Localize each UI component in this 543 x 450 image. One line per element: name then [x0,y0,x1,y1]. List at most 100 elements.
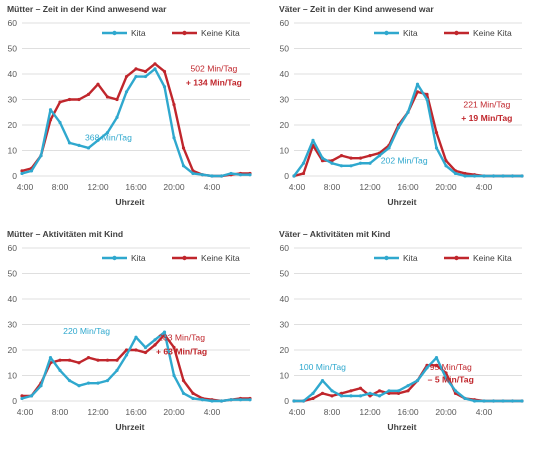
annotation-label: 502 Min/Tag [190,63,237,73]
data-point-keine-kita [368,154,372,158]
data-point-kita [396,125,401,130]
data-point-kita [20,396,24,401]
data-point-kita [191,396,195,401]
data-point-kita [86,381,91,385]
data-point-kita [482,399,486,403]
data-point-keine-kita [415,90,420,94]
data-point-keine-kita [77,97,81,102]
data-point-kita [453,389,458,393]
data-point-kita [29,169,34,173]
x-tick-label: 12:00 [87,182,109,192]
y-tick-label: 10 [8,371,18,381]
annotation-label: 221 Min/Tag [463,100,510,110]
data-point-keine-kita [20,394,24,398]
data-point-kita [311,138,315,142]
legend-marker-keine-kita [182,30,187,36]
data-point-keine-kita [301,171,306,176]
series-line-keine-kita [22,333,250,403]
legend-marker-keine-kita [182,255,187,261]
y-tick-label: 0 [284,396,289,406]
data-point-kita [20,171,24,176]
data-point-kita [58,368,62,372]
data-point-keine-kita [105,358,110,362]
data-point-kita [482,174,486,178]
legend-label-kita: Kita [403,253,418,263]
data-point-kita [491,174,496,178]
legend-marker-keine-kita [454,30,459,36]
y-tick-label: 10 [8,146,18,156]
data-point-kita [248,173,252,177]
data-point-kita [434,356,439,360]
data-point-kita [143,345,148,350]
y-tick-label: 0 [12,396,17,406]
data-point-keine-kita [358,156,363,160]
data-point-keine-kita [67,97,72,102]
data-point-kita [510,399,515,403]
data-point-kita [320,379,325,383]
y-tick-label: 50 [8,269,18,279]
data-point-keine-kita [153,62,157,66]
x-tick-label: 8:00 [324,182,341,192]
data-point-kita [349,164,353,168]
data-point-kita [444,164,448,168]
legend-marker-kita [112,255,117,261]
data-point-keine-kita [406,389,410,393]
legend-marker-kita [384,255,389,261]
data-point-keine-kita [339,154,344,158]
x-axis-label: Uhrzeit [387,197,416,207]
data-point-keine-kita [172,103,176,107]
data-point-kita [210,399,214,403]
data-point-keine-kita [330,394,334,398]
chart-title: Mütter – Zeit in der Kind anwesend war [7,4,167,14]
data-point-kita [292,399,296,403]
data-point-kita [358,394,363,398]
annotation-label: 283 Min/Tag [158,332,205,342]
data-point-kita [425,97,429,102]
data-point-keine-kita [124,348,129,352]
data-point-keine-kita [134,67,138,71]
data-point-kita [301,161,306,165]
x-tick-label: 4:00 [289,182,306,192]
data-point-keine-kita [191,391,195,395]
data-point-keine-kita [105,95,110,99]
x-tick-label: 20:00 [163,407,185,417]
data-point-kita [48,356,53,360]
data-point-keine-kita [358,386,363,390]
data-point-kita [77,384,81,388]
data-point-kita [105,379,110,383]
y-tick-label: 20 [280,345,290,355]
y-tick-label: 0 [284,171,289,181]
y-tick-label: 60 [8,18,18,28]
annotation-label: + 134 Min/Tag [186,77,242,87]
data-point-kita [105,131,110,135]
data-point-keine-kita [434,363,439,367]
data-point-kita [210,174,214,178]
data-point-kita [172,373,176,378]
y-tick-label: 50 [280,44,290,54]
chart-title: Väter – Zeit in der Kind anwesend war [279,4,434,14]
data-point-kita [358,161,363,165]
x-tick-label: 4:00 [17,407,34,417]
data-point-keine-kita [115,358,119,362]
data-point-kita [143,74,148,79]
data-point-kita [124,90,129,94]
legend-marker-kita [384,30,389,36]
data-point-kita [48,108,53,112]
data-point-kita [311,391,315,395]
x-tick-label: 8:00 [52,407,69,417]
x-tick-label: 16:00 [125,182,147,192]
y-tick-label: 60 [280,243,290,253]
x-axis-label: Uhrzeit [115,422,144,432]
data-point-kita [425,366,429,370]
data-point-keine-kita [143,350,148,355]
data-point-keine-kita [134,348,138,352]
data-point-kita [238,398,243,402]
legend-label-keine-kita: Keine Kita [473,28,512,38]
data-point-keine-kita [96,358,100,362]
y-tick-label: 30 [8,320,18,330]
data-point-kita [463,396,467,401]
data-point-kita [219,399,224,403]
data-point-keine-kita [124,74,129,79]
y-tick-label: 60 [8,243,18,253]
x-axis-label: Uhrzeit [115,197,144,207]
